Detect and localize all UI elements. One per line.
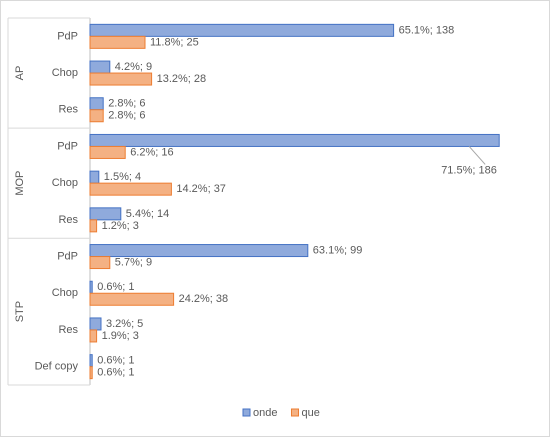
bar bbox=[89, 317, 102, 331]
data-label: 1.9%; 3 bbox=[102, 330, 139, 342]
bar bbox=[89, 329, 98, 343]
data-label: 0.6%; 1 bbox=[97, 281, 134, 293]
data-label: 13.2%; 28 bbox=[157, 73, 207, 85]
data-label: 1.5%; 4 bbox=[104, 171, 141, 183]
data-label: 0.6%; 1 bbox=[97, 367, 134, 379]
leader-line bbox=[468, 146, 486, 165]
data-label: 6.2%; 16 bbox=[130, 146, 173, 158]
group-label: MOP bbox=[14, 171, 26, 196]
data-label: 5.4%; 14 bbox=[126, 208, 169, 220]
data-label: 2.8%; 6 bbox=[108, 98, 145, 110]
category-label: PdP bbox=[57, 30, 78, 42]
legend-label: que bbox=[301, 407, 319, 419]
bar bbox=[89, 244, 309, 258]
bar bbox=[89, 280, 93, 294]
bar bbox=[89, 60, 111, 74]
bar bbox=[89, 133, 500, 147]
bar bbox=[89, 207, 122, 221]
data-label: 4.2%; 9 bbox=[115, 61, 152, 73]
category-label: Res bbox=[58, 214, 78, 226]
category-label: Res bbox=[58, 104, 78, 116]
bar bbox=[89, 23, 395, 37]
data-label: 14.2%; 37 bbox=[176, 183, 226, 195]
data-label: 0.6%; 1 bbox=[97, 355, 134, 367]
category-label: PdP bbox=[57, 140, 78, 152]
legend-label: onde bbox=[253, 407, 277, 419]
data-label: 5.7%; 9 bbox=[115, 256, 152, 268]
bar bbox=[89, 219, 98, 233]
group-label: AP bbox=[14, 66, 26, 81]
data-label: 24.2%; 38 bbox=[179, 293, 229, 305]
bar bbox=[89, 170, 100, 184]
category-label: Chop bbox=[52, 177, 78, 189]
data-label: 11.8%; 25 bbox=[150, 36, 199, 48]
bar bbox=[89, 366, 93, 380]
bar bbox=[89, 35, 146, 49]
category-label: Chop bbox=[52, 287, 78, 299]
bar bbox=[89, 292, 175, 306]
bar bbox=[89, 182, 172, 196]
data-label: 63.1%; 99 bbox=[313, 244, 363, 256]
category-label: PdP bbox=[57, 250, 78, 262]
legend-swatch bbox=[290, 408, 299, 417]
category-label: Chop bbox=[52, 67, 78, 79]
data-label: 3.2%; 5 bbox=[106, 318, 143, 330]
bar bbox=[89, 354, 93, 368]
legend-swatch bbox=[242, 408, 251, 417]
data-label: 1.2%; 3 bbox=[102, 220, 139, 232]
data-label: 65.1%; 138 bbox=[399, 24, 455, 36]
group-label: STP bbox=[14, 301, 26, 322]
data-label: 2.8%; 6 bbox=[108, 110, 145, 122]
bar bbox=[89, 256, 111, 270]
category-label: Def copy bbox=[35, 361, 79, 373]
bar bbox=[89, 109, 104, 123]
bar bbox=[89, 97, 104, 111]
data-label: 71.5%; 186 bbox=[441, 164, 497, 176]
bar bbox=[89, 145, 126, 159]
category-label: Res bbox=[58, 324, 78, 336]
bar bbox=[89, 72, 153, 86]
